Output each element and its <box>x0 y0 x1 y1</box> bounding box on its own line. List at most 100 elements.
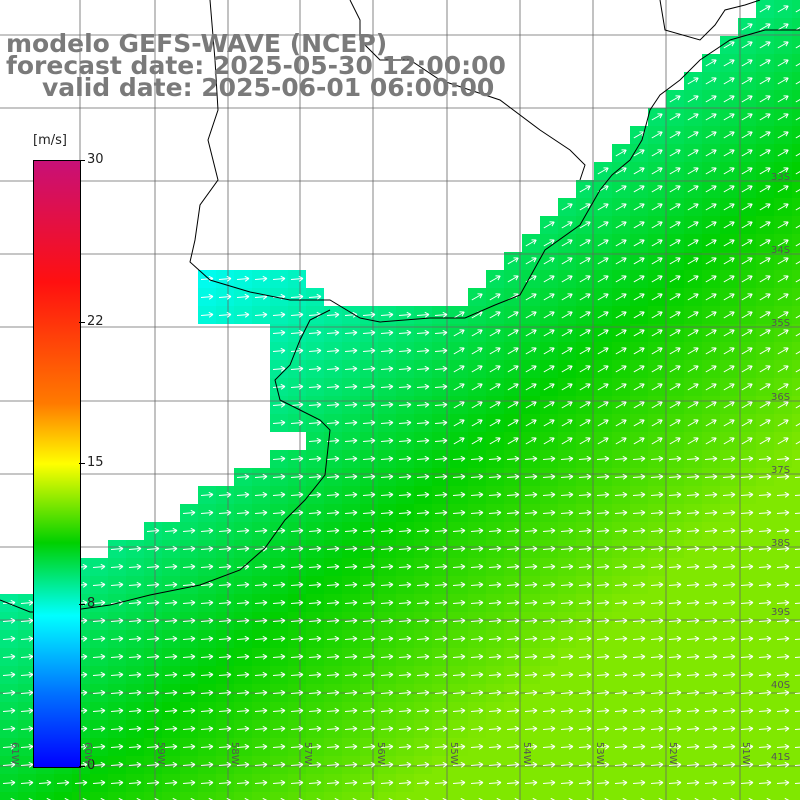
wind-arrow <box>669 275 681 283</box>
wind-arrow <box>218 581 232 588</box>
wind-arrow <box>741 131 753 139</box>
wind-arrow <box>741 167 753 175</box>
wind-arrow <box>579 347 591 355</box>
wind-arrow <box>687 77 699 85</box>
wind-arrow <box>777 437 789 445</box>
wind-arrow <box>164 671 178 678</box>
wind-arrow <box>326 797 340 800</box>
wind-arrow <box>326 419 340 426</box>
wind-arrow <box>650 707 664 714</box>
wind-arrow <box>561 437 573 445</box>
wind-arrow <box>686 743 700 750</box>
wind-arrow <box>759 41 771 49</box>
wind-arrow <box>579 257 591 265</box>
wind-arrow <box>614 635 628 642</box>
wind-arrow <box>290 401 304 408</box>
wind-arrow <box>254 599 268 606</box>
wind-arrow <box>759 311 771 319</box>
wind-arrow <box>290 527 304 534</box>
wind-arrow <box>489 329 501 337</box>
latitude-label: 34S <box>771 245 791 256</box>
wind-arrow <box>254 689 268 696</box>
wind-arrow <box>344 707 358 714</box>
wind-arrow <box>380 725 394 732</box>
wind-arrow <box>290 725 304 732</box>
wind-arrow <box>687 347 699 355</box>
wind-arrow <box>200 545 214 552</box>
wind-arrow <box>308 653 322 660</box>
wind-arrow <box>434 509 448 516</box>
wind-arrow <box>561 347 573 355</box>
wind-cell <box>792 36 800 54</box>
wind-arrow <box>741 275 753 283</box>
wind-arrow <box>20 689 34 696</box>
wind-arrow <box>146 797 160 800</box>
wind-arrow <box>507 347 519 355</box>
latitude-label: 37S <box>771 465 791 476</box>
wind-arrow <box>290 347 304 354</box>
wind-arrow <box>20 599 34 606</box>
wind-arrow <box>272 671 286 678</box>
wind-arrow <box>506 635 520 642</box>
wind-arrow <box>362 761 376 768</box>
wind-arrow <box>452 599 466 606</box>
wind-arrow <box>326 725 340 732</box>
wind-arrow <box>758 545 772 552</box>
wind-arrow <box>416 743 430 750</box>
wind-cell <box>504 792 522 800</box>
wind-arrow <box>740 617 754 624</box>
wind-arrow <box>506 761 520 768</box>
wind-arrow <box>326 509 340 516</box>
wind-arrow <box>128 725 142 732</box>
wind-arrow <box>398 743 412 750</box>
wind-arrow <box>452 491 466 498</box>
wind-arrow <box>236 599 250 606</box>
wind-arrow <box>632 725 646 732</box>
wind-arrow <box>506 797 520 800</box>
wind-arrow <box>687 293 699 301</box>
wind-arrow <box>326 383 340 390</box>
wind-arrow <box>452 725 466 732</box>
wind-cell <box>792 72 800 90</box>
wind-arrow <box>669 185 681 193</box>
wind-arrow <box>614 473 628 480</box>
wind-arrow <box>344 653 358 660</box>
wind-arrow <box>543 257 555 265</box>
wind-arrow <box>758 653 772 660</box>
wind-arrow <box>218 293 232 300</box>
wind-arrow <box>614 563 628 570</box>
wind-arrow <box>362 473 376 480</box>
wind-cell <box>216 792 234 800</box>
wind-arrow <box>596 545 610 552</box>
wind-arrow <box>326 635 340 642</box>
wind-arrow <box>650 725 664 732</box>
wind-arrow <box>254 761 268 768</box>
wind-arrow <box>596 635 610 642</box>
wind-arrow <box>416 563 430 570</box>
wind-arrow <box>506 509 520 516</box>
longitude-label: 58W <box>229 742 240 765</box>
wind-arrow <box>398 671 412 678</box>
wind-arrow <box>615 383 627 391</box>
wind-arrow <box>272 743 286 750</box>
wind-arrow <box>740 545 754 552</box>
wind-arrow <box>632 779 646 786</box>
wind-arrow <box>741 203 753 211</box>
wind-arrow <box>795 239 800 247</box>
wind-arrow <box>344 779 358 786</box>
wind-arrow <box>110 707 124 714</box>
wind-arrow <box>164 725 178 732</box>
wind-arrow <box>686 779 700 786</box>
wind-arrow <box>146 725 160 732</box>
wind-arrow <box>362 455 376 462</box>
wind-arrow <box>182 599 196 606</box>
wind-arrow <box>434 617 448 624</box>
wind-arrow <box>506 545 520 552</box>
wind-arrow <box>722 455 736 462</box>
wind-arrow <box>471 437 483 445</box>
wind-arrow <box>579 401 591 409</box>
wind-arrow <box>722 689 736 696</box>
wind-arrow <box>777 5 789 13</box>
wind-arrow <box>777 239 789 247</box>
wind-arrow <box>416 365 430 372</box>
